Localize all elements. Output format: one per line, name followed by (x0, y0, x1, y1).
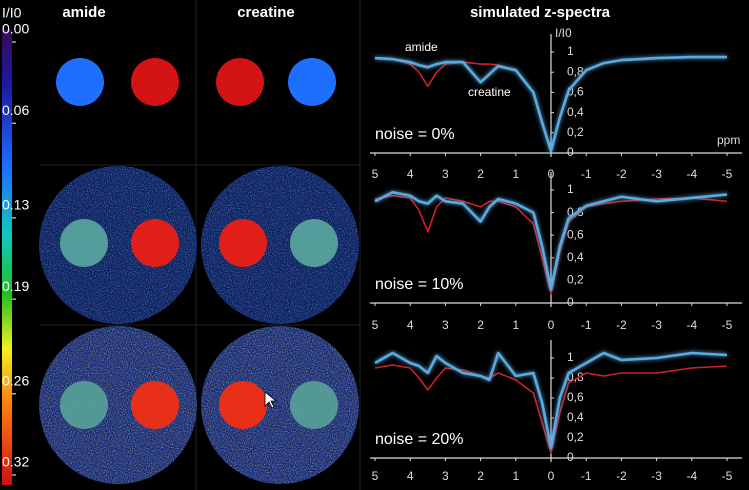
phantom-image (201, 166, 359, 324)
y-tick-label: 0,6 (567, 227, 584, 241)
series-line (374, 194, 728, 295)
vial (290, 381, 338, 429)
x-tick-label: -1 (581, 167, 592, 181)
cursor (264, 391, 278, 409)
colorbar-ticks: 0.00 0.06 0.13 0.19 0.26 0.32 (2, 21, 29, 476)
x-tick-label: -2 (616, 167, 627, 181)
vial (131, 381, 179, 429)
colorbar-tick-label: 0.32 (2, 454, 29, 470)
phantom-image (216, 58, 336, 106)
x-tick-label: -3 (651, 318, 662, 332)
x-tick-label: 3 (442, 469, 449, 483)
vial (60, 219, 108, 267)
line-chart: 543210-1-2-3-4-500,20,40,60,81I/I0ppmnoi… (370, 26, 742, 181)
vial (290, 219, 338, 267)
colorbar (2, 30, 12, 485)
spectra: 5 4 3 2 1 0 -1 -2 -3 -4 -5 0 0,2 0,4 0,6 0,8 1 I/I0 ppm noi… (370, 26, 742, 483)
colorbar-tick-label: 0.00 (2, 21, 29, 37)
x-tick-label: -4 (686, 469, 697, 483)
y-tick-label: 1 (567, 182, 574, 196)
y-tick-label: 0 (567, 145, 574, 159)
x-tick-label: -2 (616, 469, 627, 483)
spectra-title: simulated z-spectra (470, 4, 611, 21)
x-tick-label: -5 (722, 318, 733, 332)
x-tick-label: -5 (722, 167, 733, 181)
x-tick-label: -1 (581, 469, 592, 483)
y-tick-label: 0,8 (567, 64, 584, 78)
x-tick-label: 4 (407, 469, 414, 483)
x-tick-label: 2 (477, 167, 484, 181)
vial (288, 58, 336, 106)
x-tick-label: -1 (581, 318, 592, 332)
x-tick-label: 0 (548, 318, 555, 332)
x-tick-label: -3 (651, 469, 662, 483)
x-tick-label: 2 (477, 469, 484, 483)
colorbar-tick-label: 0.06 (2, 102, 29, 118)
y-tick-label: 1 (567, 44, 574, 58)
x-tick-label: -4 (686, 167, 697, 181)
x-tick-label: 1 (512, 469, 519, 483)
noise-label: noise = 20% (375, 431, 464, 448)
vial (131, 58, 179, 106)
annotation: amide (405, 40, 438, 54)
x-tick-label: 0 (548, 469, 555, 483)
colorbar-tick-label: 0.26 (2, 373, 29, 389)
x-tick-label: -3 (651, 167, 662, 181)
x-tick-label: 5 (372, 469, 379, 483)
y-tick-label: 0,4 (567, 410, 584, 424)
x-tick-label: 1 (512, 167, 519, 181)
noise-label: noise = 0% (375, 126, 455, 143)
series-line (374, 191, 728, 291)
x-tick-label: -5 (722, 469, 733, 483)
series-line (374, 55, 727, 153)
phantom-image (201, 326, 359, 484)
x-tick-label: -4 (686, 318, 697, 332)
colorbar-label: I/I0 (2, 5, 22, 21)
y-axis-label: I/I0 (555, 26, 572, 40)
column-header: amide (62, 4, 105, 21)
phantom-image (56, 58, 179, 106)
x-tick-label: 5 (372, 318, 379, 332)
phantom-image (39, 166, 197, 324)
y-tick-label: 0,4 (567, 250, 584, 264)
x-tick-label: 5 (372, 167, 379, 181)
x-tick-label: -2 (616, 318, 627, 332)
colorbar-tick-label: 0.13 (2, 197, 29, 213)
series-line (374, 351, 728, 450)
y-tick-label: 0,6 (567, 390, 584, 404)
vial (131, 219, 179, 267)
y-tick-label: 1 (567, 350, 574, 364)
x-axis-label: ppm (717, 133, 740, 147)
vial (216, 58, 264, 106)
noise-label: noise = 10% (375, 276, 464, 293)
x-tick-label: 4 (407, 318, 414, 332)
column-header: creatine (237, 4, 295, 21)
x-tick-label: 4 (407, 167, 414, 181)
y-tick-label: 0,2 (567, 125, 584, 139)
x-tick-label: 1 (512, 318, 519, 332)
vial (56, 58, 104, 106)
colorbar-tick-label: 0.19 (2, 278, 29, 294)
x-tick-label: 3 (442, 167, 449, 181)
vial (60, 381, 108, 429)
vial (219, 219, 267, 267)
x-tick-label: 3 (442, 318, 449, 332)
annotation: creatine (468, 85, 511, 99)
y-tick-label: 0,2 (567, 430, 584, 444)
y-tick-label: 0,4 (567, 105, 584, 119)
series-line (374, 364, 728, 454)
y-tick-label: 0,2 (567, 273, 584, 287)
y-tick-label: 0 (567, 450, 574, 464)
vial (219, 381, 267, 429)
y-tick-label: 0 (567, 295, 574, 309)
phantom-image (39, 326, 197, 484)
x-tick-label: 2 (477, 318, 484, 332)
